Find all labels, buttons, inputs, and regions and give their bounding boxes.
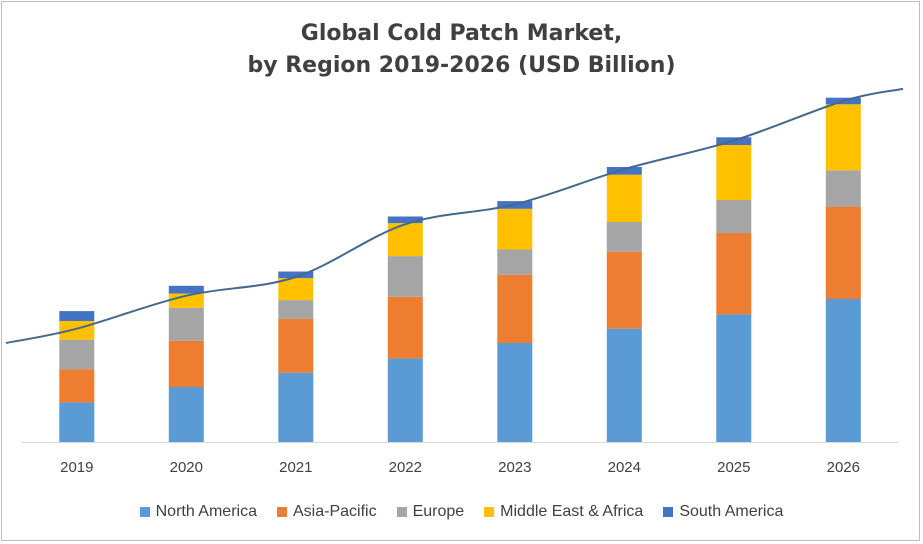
chart-subtitle: by Region 2019-2026 (USD Billion) — [247, 53, 676, 78]
legend-swatch-europe — [396, 507, 407, 517]
bar-segment-2021-asia-pacific — [278, 318, 314, 373]
legend-label-north-america: North America — [155, 503, 257, 520]
x-tick-label-2020: 2020 — [170, 459, 203, 476]
bar-segment-2020-south-america — [168, 285, 204, 294]
bar-segment-2023-asia-pacific — [497, 274, 533, 343]
bar-segment-2025-middle-east-africa — [716, 145, 752, 200]
bar-segment-2023-north-america — [497, 343, 533, 442]
bar-segment-2021-south-america — [278, 271, 314, 279]
bar-segment-2024-asia-pacific — [606, 251, 642, 329]
bar-segment-2024-middle-east-africa — [606, 174, 642, 222]
x-tick-label-2019: 2019 — [60, 459, 93, 476]
legend-swatch-asia-pacific — [276, 507, 287, 517]
bar-segment-2022-asia-pacific — [387, 296, 423, 359]
legend-item-asia-pacific: Asia-Pacific — [276, 503, 377, 521]
bar-segment-2025-asia-pacific — [716, 233, 752, 315]
bar-segment-2021-europe — [278, 300, 314, 319]
chart-title-block: Global Cold Patch Market, by Region 2019… — [0, 18, 923, 82]
chart-title: Global Cold Patch Market, — [300, 21, 623, 46]
x-tick-label-2022: 2022 — [389, 459, 422, 476]
bar-segment-2021-middle-east-africa — [278, 278, 314, 301]
bar-segment-2022-europe — [387, 256, 423, 297]
legend-swatch-south-america — [663, 507, 674, 517]
legend-item-europe: Europe — [396, 503, 465, 521]
legend-label-europe: Europe — [412, 503, 465, 520]
bar-segment-2026-europe — [825, 170, 861, 207]
bar-segment-2020-north-america — [168, 387, 204, 442]
legend-label-asia-pacific: Asia-Pacific — [292, 503, 377, 520]
legend-label-south-america: South America — [679, 503, 784, 520]
bar-segment-2021-north-america — [278, 372, 314, 442]
legend-label-middle-east-africa: Middle East & Africa — [500, 503, 644, 520]
x-tick-label-2024: 2024 — [608, 459, 641, 476]
bar-segment-2026-middle-east-africa — [825, 104, 861, 171]
bar-segment-2026-north-america — [825, 299, 861, 442]
bar-segment-2019-asia-pacific — [59, 369, 95, 403]
bar-segment-2023-middle-east-africa — [497, 208, 533, 250]
bar-segment-2019-middle-east-africa — [59, 321, 95, 340]
legend-swatch-north-america — [139, 507, 150, 517]
bar-segment-2024-north-america — [606, 328, 642, 442]
bar-segment-2026-asia-pacific — [825, 206, 861, 299]
legend-swatch-middle-east-africa — [484, 507, 495, 517]
x-tick-label-2026: 2026 — [827, 459, 860, 476]
bar-segment-2019-south-america — [59, 311, 95, 321]
legend-item-middle-east-africa: Middle East & Africa — [484, 503, 643, 521]
x-tick-label-2025: 2025 — [717, 459, 750, 476]
bar-segment-2025-north-america — [716, 314, 752, 442]
x-tick-label-2021: 2021 — [279, 459, 312, 476]
chart-legend: North America Asia-Pacific Europe Middle Ea… — [0, 503, 923, 521]
bar-segment-2023-europe — [497, 249, 533, 275]
bar-segment-2019-north-america — [59, 402, 95, 442]
bar-segment-2019-europe — [59, 339, 95, 370]
bar-segment-2025-europe — [716, 200, 752, 233]
trend-line — [5, 87, 904, 344]
legend-item-south-america: South America — [663, 503, 783, 521]
bar-segment-2024-europe — [606, 222, 642, 252]
bar-segment-2024-south-america — [606, 167, 642, 175]
bar-segment-2020-europe — [168, 307, 204, 341]
x-tick-label-2023: 2023 — [498, 459, 531, 476]
legend-item-north-america: North America — [139, 503, 257, 521]
bar-segment-2022-south-america — [387, 216, 423, 224]
bar-segment-2020-asia-pacific — [168, 340, 204, 387]
bar-segment-2022-north-america — [387, 358, 423, 442]
